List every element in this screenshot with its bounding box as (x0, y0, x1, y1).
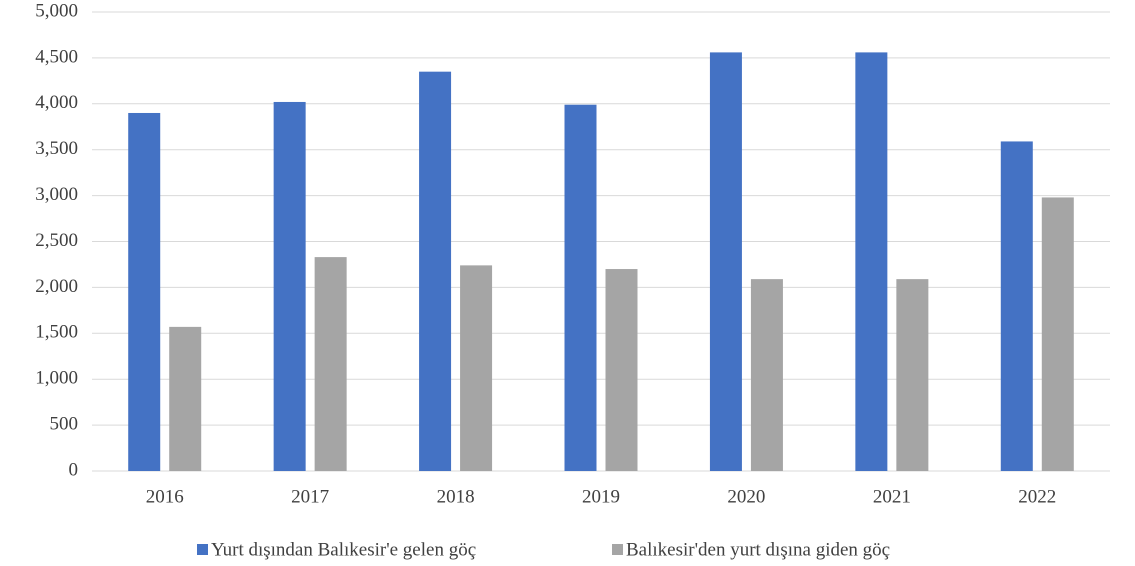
y-tick-label: 0 (69, 459, 79, 480)
bar (1000, 141, 1033, 472)
bar (128, 112, 161, 471)
y-tick-label: 3,000 (35, 184, 78, 205)
y-tick-label: 1,000 (35, 368, 78, 389)
bar (605, 269, 638, 471)
y-tick-label: 2,000 (35, 276, 78, 297)
legend-label: Balıkesir'den yurt dışına giden göç (626, 539, 890, 560)
bar (750, 279, 783, 471)
x-tick-label: 2021 (873, 486, 911, 507)
bar (1041, 197, 1074, 471)
bar (564, 104, 597, 471)
x-tick-label: 2022 (1018, 486, 1056, 507)
x-tick-label: 2016 (146, 486, 184, 507)
x-tick-label: 2019 (582, 486, 620, 507)
y-tick-label: 1,500 (35, 322, 78, 343)
bar (273, 101, 306, 472)
legend-label: Yurt dışından Balıkesir'e gelen göç (211, 539, 476, 560)
x-tick-label: 2020 (727, 486, 765, 507)
bar (314, 257, 347, 471)
legend-swatch (612, 544, 623, 555)
y-tick-label: 4,500 (35, 46, 78, 67)
bar (709, 52, 742, 471)
bar (169, 326, 202, 471)
bar (896, 279, 929, 471)
legend-swatch (197, 544, 208, 555)
x-tick-label: 2018 (437, 486, 475, 507)
y-tick-label: 2,500 (35, 230, 78, 251)
bar (460, 265, 493, 471)
y-tick-label: 5,000 (35, 0, 78, 21)
bar (419, 71, 452, 472)
bar (855, 52, 888, 471)
y-tick-label: 4,000 (35, 92, 78, 113)
x-tick-label: 2017 (291, 486, 329, 507)
y-tick-label: 3,500 (35, 138, 78, 159)
y-tick-label: 500 (50, 413, 79, 434)
